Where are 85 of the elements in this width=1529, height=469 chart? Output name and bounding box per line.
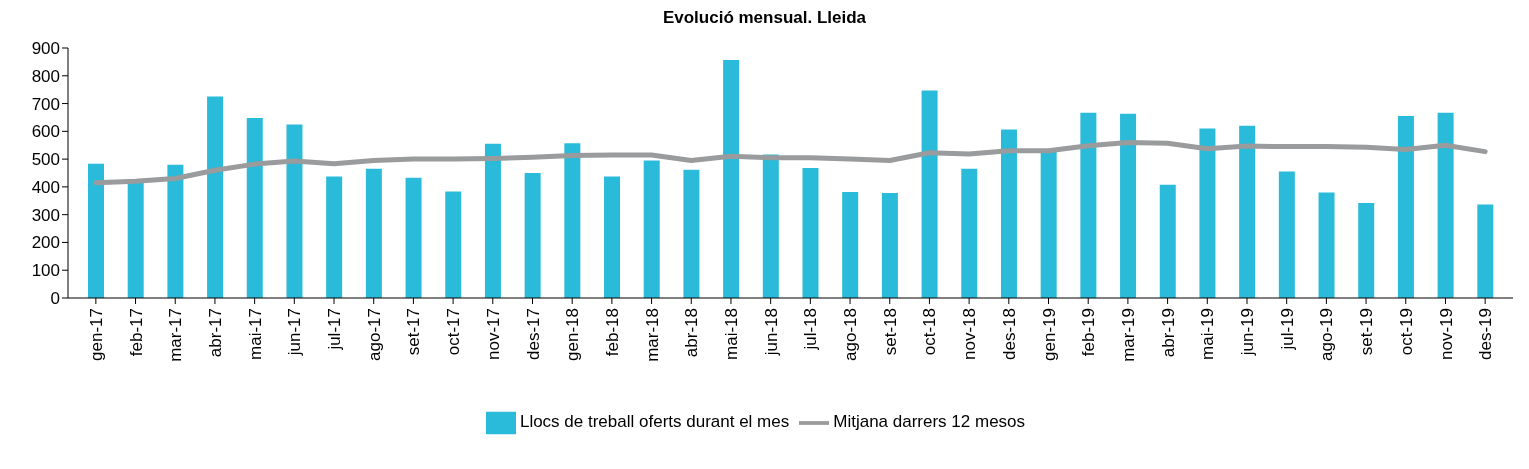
x-tick-label: gen-19 <box>1039 308 1059 361</box>
x-tick-label: ago-17 <box>364 308 384 361</box>
bar <box>365 168 382 298</box>
x-tick-label: mai-17 <box>245 308 265 360</box>
y-tick-label: 300 <box>31 205 60 225</box>
bar <box>842 191 859 298</box>
bar <box>1159 184 1176 298</box>
x-tick-label: jun-18 <box>761 308 781 357</box>
bar <box>445 191 462 298</box>
bar <box>762 154 779 298</box>
x-tick-label: gen-17 <box>86 308 106 361</box>
x-tick-label: oct-17 <box>444 308 464 356</box>
y-tick-label: 700 <box>31 94 60 114</box>
x-tick-label: gen-18 <box>563 308 583 361</box>
bar <box>723 59 740 298</box>
legend-label: Mitjana darrers 12 mesos <box>833 412 1026 432</box>
x-tick-label: abr-19 <box>1158 308 1178 358</box>
x-tick-label: abr-18 <box>682 308 702 358</box>
x-tick-label: ago-18 <box>841 308 861 361</box>
x-tick-label: jul-17 <box>325 308 345 351</box>
bar <box>802 168 819 298</box>
x-tick-label: jul-18 <box>801 308 821 351</box>
y-tick-label: 0 <box>50 289 60 309</box>
bar <box>1278 171 1295 298</box>
bar <box>1318 192 1335 298</box>
x-tick-label: set-17 <box>404 308 424 356</box>
bar <box>1000 129 1017 298</box>
bar <box>286 124 303 298</box>
bar <box>1120 113 1137 298</box>
bar <box>405 177 422 298</box>
bar <box>1397 116 1414 298</box>
y-tick-label: 400 <box>31 177 60 197</box>
x-tick-label: ago-19 <box>1317 308 1337 361</box>
y-tick-label: 600 <box>31 122 60 142</box>
x-tick-label: oct-19 <box>1396 308 1416 356</box>
bar <box>1239 125 1256 298</box>
bar <box>88 163 104 298</box>
x-tick-label: feb-18 <box>602 308 622 357</box>
x-tick-label: des-18 <box>999 308 1019 360</box>
bar <box>961 168 978 298</box>
bar <box>326 176 343 298</box>
y-tick-label: 900 <box>31 39 60 59</box>
bar <box>246 118 263 298</box>
x-tick-label: des-17 <box>523 308 543 360</box>
bar <box>881 193 898 298</box>
x-tick-label: abr-17 <box>206 308 225 358</box>
y-tick-label: 100 <box>31 261 60 281</box>
bar <box>604 176 621 298</box>
x-tick-label: jun-19 <box>1238 308 1258 357</box>
x-tick-label: jun-17 <box>285 308 305 357</box>
x-tick-label: oct-18 <box>920 308 940 356</box>
bar <box>1477 204 1494 298</box>
x-tick-label: mar-17 <box>166 308 186 362</box>
chart-title: Evolució mensual. Lleida <box>661 8 868 28</box>
bar <box>524 173 541 298</box>
bar <box>1437 112 1454 298</box>
x-tick-label: mai-19 <box>1198 308 1218 360</box>
x-tick-label: jul-19 <box>1277 308 1297 351</box>
bar <box>1199 128 1216 298</box>
bar <box>484 143 501 298</box>
bar <box>167 164 184 298</box>
bar <box>1080 112 1097 298</box>
bar <box>1358 203 1375 298</box>
x-tick-label: mai-18 <box>722 308 742 360</box>
y-tick-label: 800 <box>31 66 60 86</box>
x-tick-label: set-19 <box>1357 308 1377 356</box>
x-tick-label: set-18 <box>880 308 900 356</box>
bar <box>683 169 700 298</box>
x-tick-label: nov-17 <box>483 308 503 360</box>
y-tick-label: 500 <box>31 150 60 170</box>
bar <box>1040 150 1057 298</box>
x-tick-label: feb-19 <box>1079 308 1099 357</box>
bar <box>207 96 224 298</box>
x-tick-label: feb-17 <box>126 308 146 357</box>
x-tick-label: nov-19 <box>1436 308 1456 360</box>
x-tick-label: des-19 <box>1476 308 1496 360</box>
x-tick-label: mar-18 <box>642 308 662 362</box>
bar <box>564 143 581 298</box>
x-tick-label: mar-19 <box>1118 308 1138 362</box>
bar <box>127 182 144 298</box>
bar <box>921 90 938 298</box>
y-tick-label: 200 <box>31 233 60 253</box>
x-tick-label: nov-18 <box>960 308 980 360</box>
bar <box>643 160 660 298</box>
legend-label: Llocs de treball oferts durant el mes <box>519 412 790 432</box>
